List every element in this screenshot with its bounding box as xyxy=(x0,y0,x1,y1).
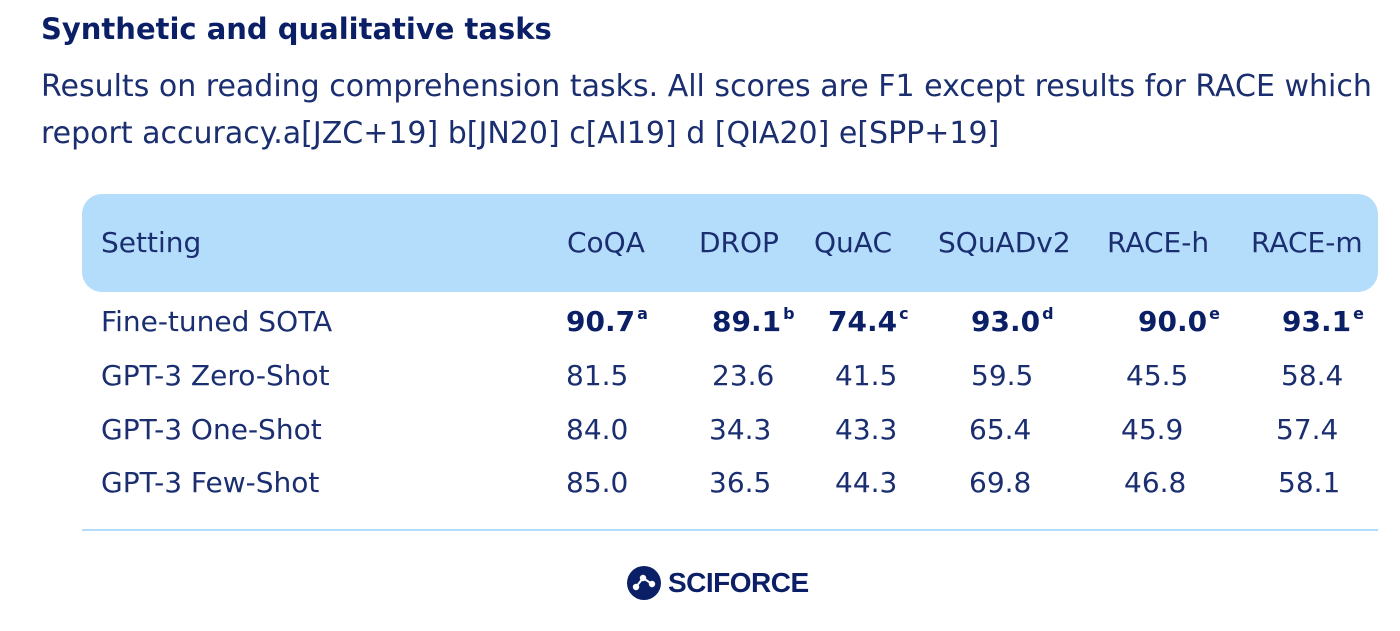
cell-one-race-h: 45.9 xyxy=(1121,413,1184,446)
footnote-marker: d xyxy=(1042,304,1054,323)
cell-few-race-m: 58.1 xyxy=(1278,466,1341,499)
footnote-marker: c xyxy=(899,304,909,323)
footnote-marker: a xyxy=(637,304,648,323)
table-header-band xyxy=(82,194,1378,292)
cell-sota-squadv2: 93.0 d xyxy=(971,304,1054,338)
cell-few-squadv2: 69.8 xyxy=(969,466,1032,499)
caption-line-2: report accuracy.a[JZC+19] b[JN20] c[AI19… xyxy=(41,116,1000,151)
row-setting-zero-shot: GPT-3 Zero-Shot xyxy=(101,359,330,392)
row-setting-fine-tuned-sota: Fine-tuned SOTA xyxy=(101,305,333,338)
table-caption: Results on reading comprehension tasks. … xyxy=(41,63,1391,157)
sciforce-logo: SCIFORCE xyxy=(626,565,809,601)
cell-zero-race-h: 45.5 xyxy=(1126,359,1189,392)
cell-sota-race-h: 90.0 e xyxy=(1138,304,1220,338)
logo-text: SCIFORCE xyxy=(668,567,809,598)
footnote-marker: b xyxy=(783,304,795,323)
footnote-marker: e xyxy=(1353,304,1364,323)
cell-zero-coqa: 81.5 xyxy=(566,359,629,392)
page-title: Synthetic and qualitative tasks xyxy=(41,12,552,46)
cell-sota-quac: 74.4 c xyxy=(828,304,909,338)
cell-zero-drop: 23.6 xyxy=(712,359,775,392)
cell-sota-race-m: 93.1 e xyxy=(1282,304,1364,338)
cell-few-race-h: 46.8 xyxy=(1124,466,1187,499)
row-setting-one-shot: GPT-3 One-Shot xyxy=(101,413,322,446)
header-race-m: RACE-m xyxy=(1251,226,1363,259)
cell-zero-quac: 41.5 xyxy=(835,359,898,392)
header-drop: DROP xyxy=(699,226,779,259)
cell-sota-drop: 89.1 b xyxy=(712,304,795,338)
cell-few-quac: 44.3 xyxy=(835,466,898,499)
cell-few-drop: 36.5 xyxy=(709,466,772,499)
row-setting-few-shot: GPT-3 Few-Shot xyxy=(101,466,320,499)
table-bottom-divider xyxy=(82,529,1378,531)
cell-zero-race-m: 58.4 xyxy=(1281,359,1344,392)
header-setting: Setting xyxy=(101,226,202,259)
caption-line-1: Results on reading comprehension tasks. … xyxy=(41,69,1372,104)
cell-one-drop: 34.3 xyxy=(709,413,772,446)
cell-few-coqa: 85.0 xyxy=(566,466,629,499)
header-race-h: RACE-h xyxy=(1107,226,1210,259)
cell-one-squadv2: 65.4 xyxy=(969,413,1032,446)
footnote-marker: e xyxy=(1209,304,1220,323)
sciforce-logo-icon xyxy=(627,566,661,600)
header-quac: QuAC xyxy=(814,226,892,259)
cell-one-race-m: 57.4 xyxy=(1276,413,1339,446)
header-squadv2: SQuADv2 xyxy=(938,226,1071,259)
header-coqa: CoQA xyxy=(567,226,645,259)
cell-one-quac: 43.3 xyxy=(835,413,898,446)
cell-zero-squadv2: 59.5 xyxy=(971,359,1034,392)
cell-one-coqa: 84.0 xyxy=(566,413,629,446)
cell-sota-coqa: 90.7 a xyxy=(566,304,648,338)
